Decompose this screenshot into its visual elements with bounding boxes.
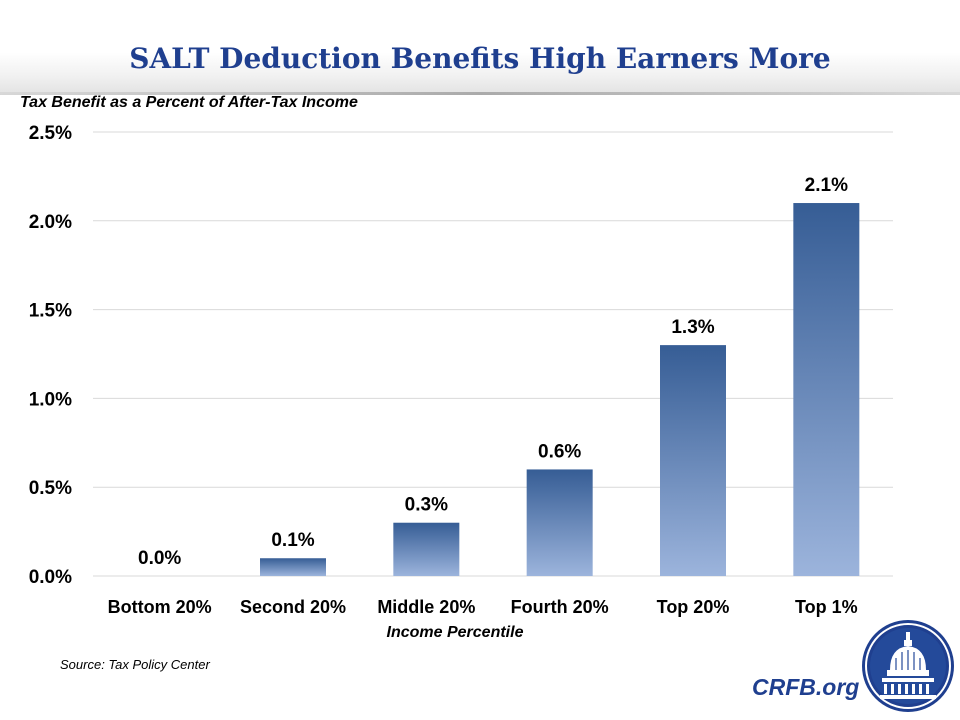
bars bbox=[260, 203, 860, 577]
chart-title: SALT Deduction Benefits High Earners Mor… bbox=[129, 42, 831, 75]
x-tick-label: Middle 20% bbox=[377, 597, 475, 617]
x-tick-label: Top 20% bbox=[657, 597, 730, 617]
x-tick-label: Fourth 20% bbox=[511, 597, 609, 617]
y-tick-label: 0.5% bbox=[29, 478, 72, 499]
y-axis-ticks: 0.0% 0.5% 1.0% 1.5% 2.0% 2.5% bbox=[29, 123, 72, 588]
source-note: Source: Tax Policy Center bbox=[60, 657, 210, 672]
bar bbox=[526, 469, 593, 576]
data-labels: 0.0% 0.1% 0.3% 0.6% 1.3% 2.1% bbox=[138, 175, 848, 569]
data-label: 0.6% bbox=[538, 441, 581, 462]
title-divider bbox=[0, 92, 960, 95]
y-tick-label: 1.5% bbox=[29, 301, 72, 322]
x-tick-label: Bottom 20% bbox=[108, 597, 212, 617]
data-label: 0.0% bbox=[138, 548, 181, 569]
gridlines bbox=[93, 131, 893, 577]
data-label: 1.3% bbox=[671, 317, 714, 338]
y-tick-label: 2.0% bbox=[29, 212, 72, 233]
x-tick-label: Top 1% bbox=[795, 597, 858, 617]
header-band bbox=[0, 0, 960, 95]
data-label: 2.1% bbox=[805, 175, 848, 196]
y-tick-label: 0.0% bbox=[29, 567, 72, 588]
bar bbox=[393, 522, 460, 576]
y-axis-label: Tax Benefit as a Percent of After-Tax In… bbox=[20, 94, 358, 111]
x-axis-ticks: Bottom 20% Second 20% Middle 20% Fourth 20%… bbox=[108, 597, 858, 617]
bar bbox=[660, 345, 726, 576]
y-tick-label: 1.0% bbox=[29, 389, 72, 410]
x-tick-label: Second 20% bbox=[240, 597, 346, 617]
capitol-dome-seal-icon bbox=[862, 620, 954, 712]
bar bbox=[260, 558, 326, 576]
site-link[interactable]: CRFB.org bbox=[752, 674, 860, 700]
bar bbox=[793, 203, 860, 577]
data-label: 0.1% bbox=[271, 530, 314, 551]
data-label: 0.3% bbox=[405, 495, 448, 516]
y-tick-label: 2.5% bbox=[29, 123, 72, 144]
x-axis-label: Income Percentile bbox=[386, 624, 524, 641]
